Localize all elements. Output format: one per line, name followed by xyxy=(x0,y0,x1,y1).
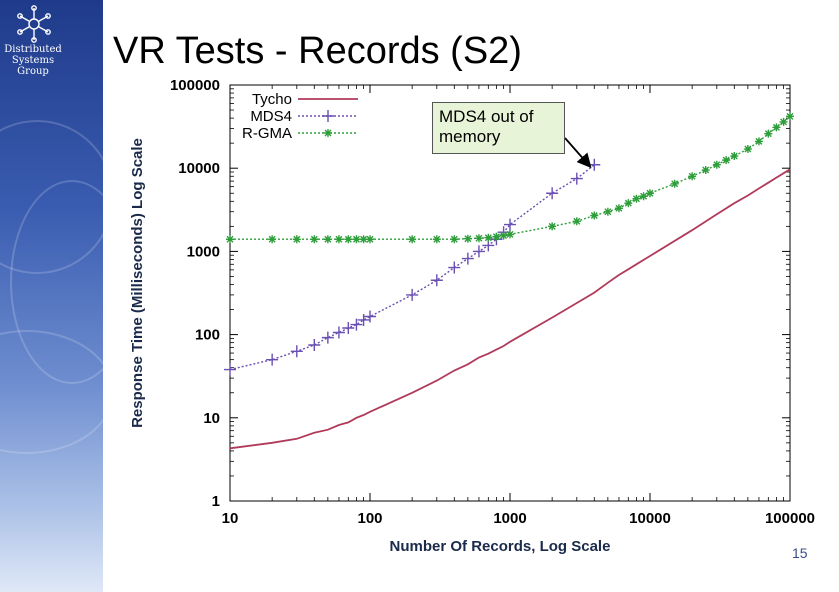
data-point-mds4 xyxy=(350,318,363,331)
x-tick-label: 100000 xyxy=(765,510,815,527)
data-point-r-gma xyxy=(334,235,343,244)
data-point-r-gma xyxy=(310,235,319,244)
data-point-r-gma xyxy=(432,235,441,244)
x-axis-label: Number Of Records, Log Scale xyxy=(390,538,611,555)
data-point-mds4 xyxy=(290,345,303,358)
data-point-r-gma xyxy=(226,235,234,244)
data-point-mds4 xyxy=(406,288,419,301)
page-number: 15 xyxy=(792,545,808,561)
data-point-r-gma xyxy=(506,230,514,239)
data-point-r-gma xyxy=(268,235,277,244)
data-point-r-gma xyxy=(590,211,599,220)
y-tick-label: 100000 xyxy=(170,77,220,94)
data-point-r-gma xyxy=(614,204,623,213)
y-tick-label: 10 xyxy=(203,410,220,427)
legend-marker-r-gma xyxy=(324,129,332,137)
data-point-r-gma xyxy=(352,235,361,244)
data-point-mds4 xyxy=(448,261,461,274)
data-point-r-gma xyxy=(344,235,353,244)
data-point-mds4 xyxy=(308,338,321,351)
x-tick-label: 1000 xyxy=(493,510,526,527)
slide-title: VR Tests - Records (S2) xyxy=(113,30,522,72)
data-point-r-gma xyxy=(603,207,612,216)
data-point-mds4 xyxy=(342,322,355,335)
data-point-r-gma xyxy=(670,179,679,188)
data-point-r-gma xyxy=(359,235,368,244)
data-point-r-gma xyxy=(632,194,641,203)
data-point-r-gma xyxy=(366,235,374,244)
callout-box: MDS4 out of memory xyxy=(432,102,565,154)
decorative-swirl xyxy=(0,330,103,454)
data-point-r-gma xyxy=(772,123,781,132)
data-point-r-gma xyxy=(639,192,648,201)
y-tick-label: 10000 xyxy=(178,160,220,177)
y-axis-label: Response Time (Milliseconds) Log Scale xyxy=(129,138,146,428)
data-point-r-gma xyxy=(624,199,633,208)
y-tick-label: 100 xyxy=(195,327,220,344)
data-point-mds4 xyxy=(364,310,376,323)
data-point-mds4 xyxy=(472,245,485,258)
data-point-mds4 xyxy=(504,218,516,231)
data-point-r-gma xyxy=(779,117,788,126)
series-line-tycho xyxy=(229,168,791,450)
data-point-r-gma xyxy=(408,235,417,244)
x-tick-label: 100 xyxy=(357,510,382,527)
data-point-mds4 xyxy=(570,172,583,185)
data-point-r-gma xyxy=(474,234,483,243)
data-point-r-gma xyxy=(323,235,332,244)
legend-label: Tycho xyxy=(252,91,292,108)
data-point-mds4 xyxy=(430,274,443,287)
data-point-r-gma xyxy=(646,189,654,198)
data-point-mds4 xyxy=(266,353,279,366)
data-point-mds4 xyxy=(461,252,474,265)
data-point-r-gma xyxy=(688,172,697,181)
data-point-r-gma xyxy=(743,145,752,154)
org-name: Distributed Systems Group xyxy=(4,44,62,77)
data-point-r-gma xyxy=(484,233,493,242)
data-point-r-gma xyxy=(463,234,472,243)
y-tick-label: 1 xyxy=(212,493,220,510)
legend-label: MDS4 xyxy=(250,108,292,125)
data-point-r-gma xyxy=(764,129,773,138)
data-point-r-gma xyxy=(548,222,557,231)
data-point-r-gma xyxy=(292,235,301,244)
x-tick-label: 10 xyxy=(222,510,239,527)
data-point-r-gma xyxy=(572,217,581,226)
sidebar-band: Distributed Systems Group xyxy=(0,0,103,592)
data-point-mds4 xyxy=(332,326,345,339)
response-time-chart: 10 100 1000 10000 10000011010010001000010000… xyxy=(129,77,815,555)
y-tick-label: 1000 xyxy=(187,243,220,260)
data-point-r-gma xyxy=(722,156,731,165)
data-point-r-gma xyxy=(754,137,763,146)
data-point-mds4 xyxy=(321,331,334,344)
data-point-r-gma xyxy=(450,235,459,244)
data-point-mds4 xyxy=(224,363,236,376)
data-point-r-gma xyxy=(786,112,794,121)
data-point-r-gma xyxy=(701,166,710,175)
data-point-r-gma xyxy=(492,232,501,241)
data-point-r-gma xyxy=(730,152,739,161)
legend-marker-mds4 xyxy=(322,110,334,122)
x-tick-label: 10000 xyxy=(629,510,671,527)
callout-arrow xyxy=(564,137,592,169)
data-point-r-gma xyxy=(712,160,721,169)
network-logo-icon xyxy=(17,5,51,43)
data-point-mds4 xyxy=(357,313,370,326)
series-line-mds4 xyxy=(229,164,595,371)
data-point-r-gma xyxy=(499,231,508,240)
data-point-mds4 xyxy=(546,187,559,200)
legend-label: R-GMA xyxy=(242,125,292,142)
